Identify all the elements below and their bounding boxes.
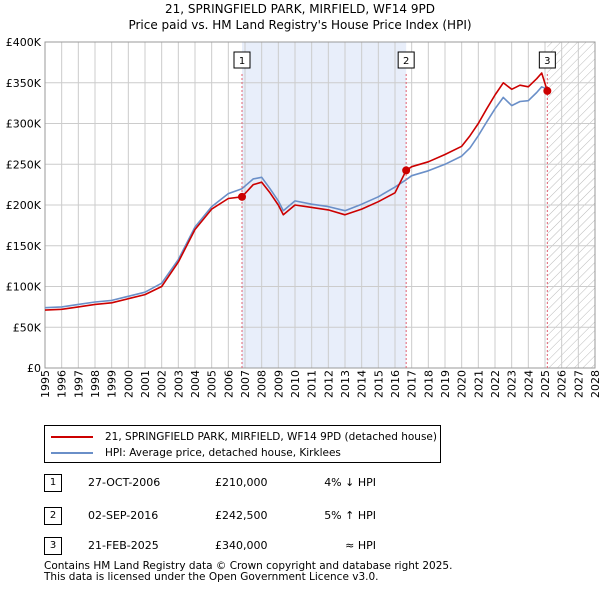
chart-subtitle: Price paid vs. HM Land Registry's House …: [128, 18, 472, 32]
y-tick-label: £250K: [6, 158, 42, 171]
transaction-hpi-diff: ≈ HPI: [345, 539, 376, 552]
x-tick-label: 2024: [522, 370, 535, 398]
x-tick-label: 2025: [539, 370, 552, 398]
transaction-price: £210,000: [215, 476, 268, 489]
hpi-line: [44, 86, 548, 309]
y-tick-label: £0: [27, 362, 41, 375]
x-tick-label: 2015: [372, 370, 385, 398]
legend-item-property: 21, SPRINGFIELD PARK, MIRFIELD, WF14 9PD…: [51, 429, 437, 445]
x-tick-label: 2018: [422, 370, 435, 398]
transaction-date: 02-SEP-2016: [88, 509, 159, 522]
x-tick-label: 2001: [139, 370, 152, 398]
transaction-row: 3 21-FEB-2025 £340,000 ≈ HPI: [44, 537, 600, 555]
x-tick-label: 2013: [339, 370, 352, 398]
y-tick-label: £300K: [6, 118, 42, 131]
legend-swatch-property: [51, 436, 93, 438]
legend-swatch-hpi: [51, 452, 93, 454]
y-tick-label: £150K: [6, 240, 42, 253]
transaction-price: £242,500: [215, 509, 268, 522]
x-tick-label: 1997: [72, 370, 85, 398]
transaction-number: 1: [44, 474, 62, 492]
x-tick-label: 2014: [356, 370, 369, 398]
footer-copyright: Contains HM Land Registry data © Crown c…: [44, 560, 453, 572]
sale-point: [543, 86, 552, 95]
y-tick-label: £100K: [6, 281, 42, 294]
chart-title-address: 21, SPRINGFIELD PARK, MIRFIELD, WF14 9PD: [165, 2, 435, 16]
x-tick-label: 2019: [439, 370, 452, 398]
x-tick-label: 2012: [322, 370, 335, 398]
x-tick-label: 2010: [289, 370, 302, 398]
transaction-price: £340,000: [215, 539, 268, 552]
property-price-line: [44, 72, 549, 311]
y-tick-label: £50K: [13, 321, 42, 334]
x-tick-label: 2008: [256, 370, 269, 398]
transaction-hpi-diff: 5% ↑ HPI: [324, 509, 376, 522]
y-tick-label: £200K: [6, 199, 42, 212]
transaction-date: 21-FEB-2025: [88, 539, 159, 552]
y-tick-label: £350K: [6, 77, 42, 90]
transaction-row: 2 02-SEP-2016 £242,500 5% ↑ HPI: [44, 507, 600, 525]
x-tick-label: 2017: [406, 370, 419, 398]
transaction-number: 2: [44, 507, 62, 525]
transaction-row: 1 27-OCT-2006 £210,000 4% ↓ HPI: [44, 474, 600, 492]
sale-marker-label: 1: [239, 56, 245, 67]
footer-attribution: Contains HM Land Registry data © Crown c…: [44, 561, 452, 583]
x-tick-label: 2020: [456, 370, 469, 398]
chart-legend: 21, SPRINGFIELD PARK, MIRFIELD, WF14 9PD…: [44, 425, 441, 463]
x-tick-label: 2000: [122, 370, 135, 398]
price-chart: £0 £50K £100K £150K £200K £250K £300K £350K £400…: [6, 36, 600, 398]
x-tick-label: 2028: [589, 370, 600, 398]
transaction-hpi-diff: 4% ↓ HPI: [324, 476, 376, 489]
x-tick-label: 2021: [472, 370, 485, 398]
sale-point: [402, 166, 411, 175]
x-tick-label: 2003: [172, 370, 185, 398]
x-tick-label: 1999: [106, 370, 119, 398]
x-tick-label: 2004: [189, 370, 202, 398]
sale-marker-label: 3: [544, 56, 550, 67]
plot-border: [44, 41, 596, 369]
sale-point: [238, 192, 246, 201]
transaction-number: 3: [44, 537, 62, 555]
x-tick-label: 2002: [156, 370, 169, 398]
sale-marker-box: [233, 51, 251, 69]
x-tick-label: 1995: [39, 370, 52, 398]
x-tick-label: 2011: [306, 370, 319, 398]
legend-label-property: 21, SPRINGFIELD PARK, MIRFIELD, WF14 9PD…: [105, 431, 437, 443]
footer-licence: This data is licensed under the Open Gov…: [44, 571, 379, 583]
x-tick-label: 2007: [239, 370, 252, 398]
x-tick-label: 2005: [206, 370, 219, 398]
x-tick-label: 1998: [89, 370, 102, 398]
x-tick-label: 1996: [56, 370, 69, 398]
sale-marker-box: [538, 51, 556, 69]
legend-item-hpi: HPI: Average price, detached house, Kirk…: [51, 445, 341, 461]
y-tick-label: £400K: [6, 36, 42, 49]
x-tick-label: 2023: [506, 370, 519, 398]
x-tick-label: 2009: [272, 370, 285, 398]
x-tick-label: 2026: [556, 370, 569, 398]
x-tick-label: 2006: [222, 370, 235, 398]
x-tick-label: 2022: [489, 370, 502, 398]
x-tick-label: 2027: [572, 370, 585, 398]
sale-marker-label: 2: [403, 56, 409, 67]
legend-label-hpi: HPI: Average price, detached house, Kirk…: [105, 447, 341, 459]
x-tick-label: 2016: [389, 370, 402, 398]
transaction-date: 27-OCT-2006: [88, 476, 161, 489]
sale-marker-box: [397, 51, 415, 69]
